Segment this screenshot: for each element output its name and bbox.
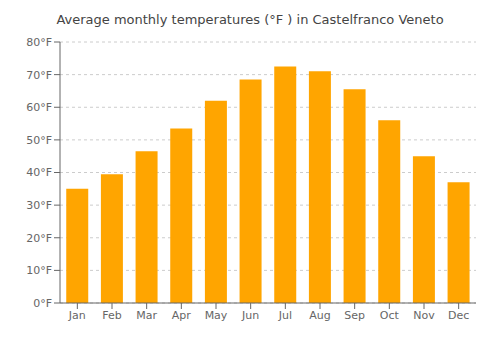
svg-text:May: May (205, 309, 228, 322)
svg-text:40°F: 40°F (26, 166, 52, 179)
svg-text:10°F: 10°F (26, 264, 52, 277)
html-text:Average monthly temperatures (: Average monthly temperatures (°F ) in Ca… (56, 12, 444, 27)
svg-text:Jul: Jul (278, 309, 292, 322)
svg-text:Oct: Oct (380, 309, 400, 322)
svg-text:80°F: 80°F (26, 36, 52, 49)
svg-text:Aug: Aug (309, 309, 330, 322)
svg-text:30°F: 30°F (26, 199, 52, 212)
svg-text:Dec: Dec (448, 309, 469, 322)
svg-text:20°F: 20°F (26, 232, 52, 245)
svg-text:60°F: 60°F (26, 101, 52, 114)
svg-text:50°F: 50°F (26, 134, 52, 147)
svg-text:Sep: Sep (344, 309, 365, 322)
svg-text:Mar: Mar (136, 309, 157, 322)
svg-text:Jan: Jan (68, 309, 86, 322)
svg-text:Nov: Nov (413, 309, 435, 322)
svg-text:70°F: 70°F (26, 69, 52, 82)
svg-text:0°F: 0°F (33, 297, 52, 310)
svg-text:Jun: Jun (241, 309, 259, 322)
svg-text:Apr: Apr (172, 309, 192, 322)
svg-text:Feb: Feb (102, 309, 121, 322)
